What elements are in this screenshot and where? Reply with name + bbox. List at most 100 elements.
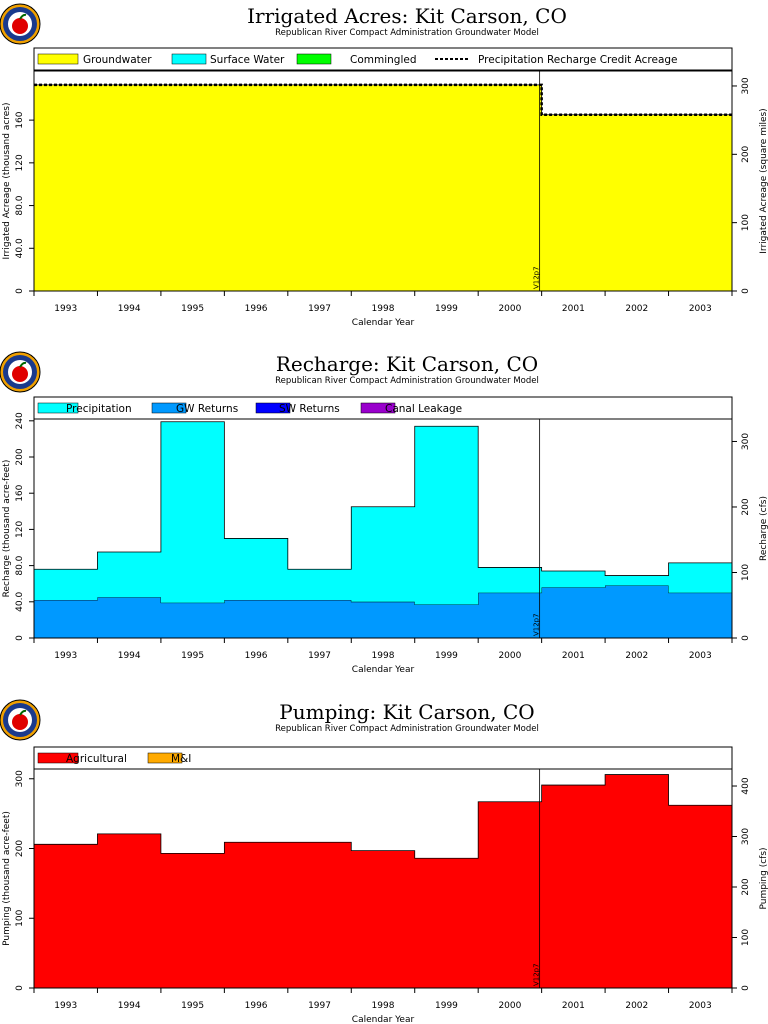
x-tick-label: 1995 <box>181 304 204 314</box>
y2-tick-label: 200 <box>741 498 751 515</box>
y-tick-label: 0 <box>15 985 25 991</box>
x-tick-label: 1995 <box>181 651 204 661</box>
x-tick-label: 1996 <box>245 304 268 314</box>
legend-swatch <box>360 402 396 414</box>
x-tick-label: 2002 <box>625 651 648 661</box>
x-tick-label: 2003 <box>689 1001 712 1011</box>
x-tick-label: 1999 <box>435 651 458 661</box>
logo-icon <box>0 351 41 393</box>
legend-label: Surface Water <box>210 54 285 66</box>
area-top-edge <box>34 421 732 576</box>
x-tick-label: 2000 <box>498 651 521 661</box>
x-tick-label: 1998 <box>372 1001 395 1011</box>
y-axis-label: Recharge (thousand acre-feet) <box>2 460 12 598</box>
y-tick-label: 40.0 <box>15 592 25 612</box>
recharge-title: Recharge: Kit Carson, CO <box>276 352 538 376</box>
x-tick-label: 2002 <box>625 1001 648 1011</box>
x-tick-label: 1999 <box>435 1001 458 1011</box>
y2-axis-label: Recharge (cfs) <box>759 496 768 561</box>
logo-icon <box>0 3 41 45</box>
logo-icon <box>0 699 41 741</box>
y-tick-label: 200 <box>15 840 25 857</box>
x-tick-label: 1994 <box>118 1001 141 1011</box>
legend-label: Precipitation <box>66 403 132 415</box>
x-tick-label: 1997 <box>308 651 331 661</box>
x-tick-label: 2003 <box>689 651 712 661</box>
x-tick-label: 1993 <box>54 304 77 314</box>
legend-label: Canal Leakage <box>385 403 462 415</box>
y2-tick-label: 100 <box>741 214 751 231</box>
y2-tick-label: 0 <box>741 985 751 991</box>
area-groundwater <box>34 84 732 292</box>
legend-swatch <box>171 53 207 65</box>
y-tick-label: 300 <box>15 770 25 787</box>
y-axis-label: Irrigated Acreage (thousand acres) <box>2 102 12 259</box>
y2-tick-label: 200 <box>741 145 751 162</box>
y-tick-label: 160 <box>15 111 25 128</box>
y-tick-label: 240 <box>15 412 25 429</box>
x-tick-label: 1994 <box>118 651 141 661</box>
x-tick-label: 2001 <box>562 1001 585 1011</box>
area-precipitation <box>34 421 732 605</box>
acres-subtitle: Republican River Compact Administration … <box>275 28 539 38</box>
x-tick-label: 2000 <box>498 1001 521 1011</box>
y2-tick-label: 300 <box>741 77 751 94</box>
y-axis-label: Pumping (thousand acre-feet) <box>2 811 12 946</box>
logo-leaf <box>19 709 27 716</box>
logo-apple <box>12 714 28 730</box>
x-tick-label: 1993 <box>54 651 77 661</box>
legend-label: Groundwater <box>83 54 152 66</box>
x-tick-label: 1999 <box>435 304 458 314</box>
y2-tick-label: 0 <box>741 288 751 294</box>
y2-tick-label: 300 <box>741 433 751 450</box>
x-tick-label: 1994 <box>118 304 141 314</box>
y-tick-label: 120 <box>15 154 25 171</box>
pumping-plot-frame <box>33 768 733 989</box>
legend-swatch <box>255 402 291 414</box>
logo-apple <box>12 18 28 34</box>
x-tick-label: 1993 <box>54 1001 77 1011</box>
x-tick-label: 1995 <box>181 1001 204 1011</box>
area-top-edge <box>34 585 732 605</box>
x-tick-label: 2003 <box>689 304 712 314</box>
acres-legend-box <box>33 47 733 71</box>
y2-tick-label: 200 <box>741 878 751 895</box>
x-tick-label: 1998 <box>372 651 395 661</box>
legend-label: Agricultural <box>66 753 127 765</box>
y2-tick-label: 300 <box>741 828 751 845</box>
version-marker-label: V12p7 <box>533 963 541 986</box>
pumping-subtitle: Republican River Compact Administration … <box>275 724 539 734</box>
y-tick-label: 100 <box>15 909 25 926</box>
acres-title: Irrigated Acres: Kit Carson, CO <box>247 4 567 28</box>
logo-apple <box>12 366 28 382</box>
x-axis-label: Calendar Year <box>352 1015 415 1024</box>
version-marker-label: V12p7 <box>533 613 541 636</box>
legend-swatch <box>147 752 183 764</box>
version-marker-label: V12p7 <box>533 266 541 289</box>
x-tick-label: 1996 <box>245 651 268 661</box>
legend-label: SW Returns <box>279 403 340 415</box>
x-axis-label: Calendar Year <box>352 318 415 328</box>
x-tick-label: 2002 <box>625 304 648 314</box>
legend-label: Precipitation Recharge Credit Acreage <box>478 54 678 66</box>
x-tick-label: 2000 <box>498 304 521 314</box>
legend-swatch <box>37 752 79 764</box>
legend-swatch <box>37 53 79 65</box>
legend-label: M&I <box>171 753 191 765</box>
x-tick-label: 1996 <box>245 1001 268 1011</box>
area-gw-returns <box>34 585 732 638</box>
y2-tick-label: 100 <box>741 564 751 581</box>
legend-label: Commingled <box>350 54 417 66</box>
x-axis-label: Calendar Year <box>352 665 415 675</box>
legend-swatch <box>296 53 332 65</box>
y2-tick-label: 400 <box>741 777 751 794</box>
y-tick-label: 0 <box>15 288 25 294</box>
pumping-title: Pumping: Kit Carson, CO <box>279 700 534 724</box>
pumping-legend-box <box>33 746 733 770</box>
area-agricultural <box>34 774 732 988</box>
precip-credit-line <box>34 83 732 117</box>
acres-plot-frame <box>33 70 733 292</box>
